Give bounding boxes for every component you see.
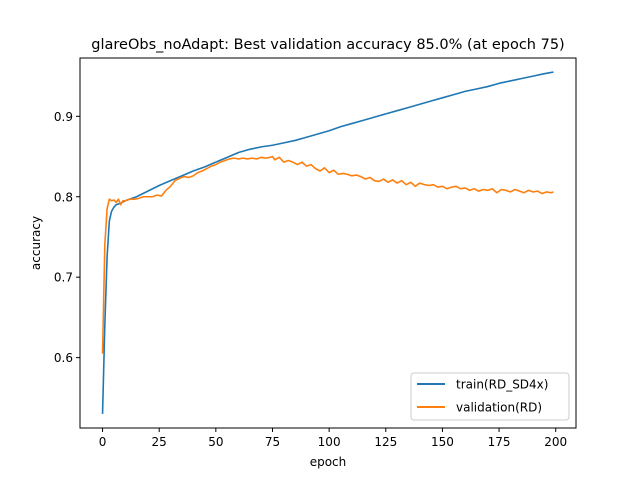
legend: train(RD_SD4x) validation(RD) <box>410 372 570 421</box>
x-tick-label: 75 <box>265 435 280 449</box>
x-tick-label: 100 <box>318 435 341 449</box>
x-axis: 0 25 50 75 100 125 150 175 200 <box>99 428 567 449</box>
legend-box <box>410 372 570 421</box>
legend-label-validation: validation(RD) <box>456 401 542 415</box>
y-tick-label: 0.9 <box>54 110 73 124</box>
chart-title: glareObs_noAdapt: Best validation accura… <box>91 37 564 53</box>
x-tick-label: 175 <box>488 435 511 449</box>
x-tick-label: 0 <box>99 435 107 449</box>
y-tick-label: 0.6 <box>54 351 73 365</box>
x-tick-label: 25 <box>152 435 167 449</box>
y-tick-label: 0.7 <box>54 271 73 285</box>
series-line-0 <box>101 71 554 414</box>
series-line-1 <box>101 155 554 354</box>
series-layer <box>101 71 554 414</box>
y-tick-label: 0.8 <box>54 190 73 204</box>
x-axis-label: epoch <box>310 455 347 469</box>
plot-frame <box>79 57 577 429</box>
x-tick-label: 125 <box>374 435 397 449</box>
plot-area <box>80 58 576 428</box>
x-tick-label: 50 <box>208 435 223 449</box>
x-tick-label: 150 <box>431 435 454 449</box>
y-axis: 0.6 0.7 0.8 0.9 <box>54 110 80 365</box>
legend-label-train: train(RD_SD4x) <box>456 378 548 392</box>
x-tick-label: 200 <box>544 435 567 449</box>
y-axis-label: accuracy <box>29 216 43 270</box>
